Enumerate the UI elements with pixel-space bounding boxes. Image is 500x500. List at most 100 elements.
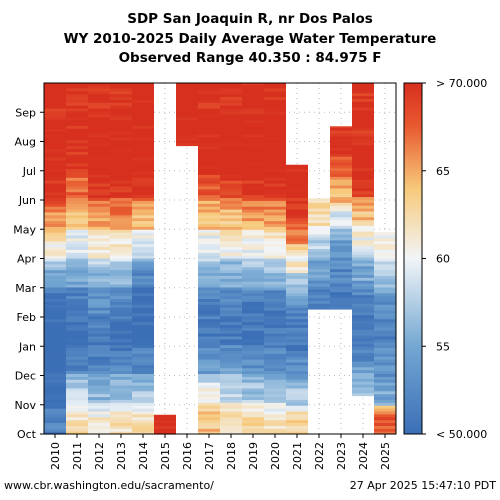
heatmap-cell-2024 [352,326,374,330]
heatmap-cell-2017 [198,249,220,253]
heatmap-cell-2023 [330,135,352,140]
heatmap-cell-2017 [198,142,220,147]
heatmap-cell-2019 [242,110,264,115]
heatmap-cell-2012 [88,154,110,158]
heatmap-cell-2011 [66,358,88,363]
heatmap-cell-2025 [374,341,396,346]
heatmap-cell-2023 [330,127,352,131]
heatmap-cell-2010 [44,373,66,377]
heatmap-cell-2019 [242,246,264,250]
heatmap-cell-2010 [44,358,66,363]
x-tick-label-2018: 2018 [225,442,238,470]
heatmap-cell-2010 [44,315,66,320]
heatmap-cell-2024 [352,173,374,177]
heatmap-cell-2012 [88,263,110,268]
heatmap-cell-2017 [198,358,220,363]
heatmap-cell-2024 [352,245,374,250]
heatmap-cell-2018 [220,413,242,418]
heatmap-cell-2024 [352,147,374,151]
heatmap-cell-2020 [264,393,286,398]
heatmap-cell-2024 [352,127,374,131]
heatmap-cell-2019 [242,344,264,349]
heatmap-cell-2013 [110,321,132,325]
heatmap-cell-2010 [44,390,66,395]
heatmap-cell-2019 [242,180,264,184]
heatmap-cell-2011 [66,99,88,103]
heatmap-cell-2016 [176,99,198,103]
heatmap-cell-2020 [264,234,286,239]
heatmap-cell-2024 [352,248,374,252]
heatmap-cell-2021 [286,165,308,170]
heatmap-cell-2011 [66,217,88,222]
heatmap-cell-2013 [110,327,132,331]
heatmap-cell-2025 [374,350,396,354]
heatmap-cell-2019 [242,116,264,121]
heatmap-cell-2017 [198,240,220,245]
heatmap-cell-2017 [198,159,220,164]
heatmap-cell-2012 [88,330,110,334]
heatmap-cell-2023 [330,268,352,273]
heatmap-cell-2017 [198,131,220,135]
heatmap-cell-2010 [44,157,66,161]
heatmap-cell-2021 [286,208,308,213]
heatmap-cell-2018 [220,344,242,349]
heatmap-cell-2012 [88,292,110,297]
heatmap-cell-2013 [110,298,132,302]
heatmap-cell-2010 [44,116,66,121]
heatmap-cell-2014 [132,133,154,138]
heatmap-cell-2011 [66,249,88,253]
heatmap-cell-2022 [308,274,330,278]
heatmap-cell-2017 [198,211,220,216]
heatmap-cell-2020 [264,402,286,406]
heatmap-cell-2025 [374,252,396,256]
heatmap-cell-2020 [264,165,286,170]
heatmap-cell-2018 [220,330,242,334]
heatmap-cell-2017 [198,408,220,412]
heatmap-cell-2024 [352,303,374,307]
heatmap-cell-2013 [110,318,132,323]
heatmap-cell-2013 [110,83,132,86]
heatmap-cell-2019 [242,157,264,161]
heatmap-cell-2024 [352,280,374,284]
heatmap-cell-2012 [88,286,110,291]
heatmap-cell-2014 [132,347,154,351]
heatmap-cell-2014 [132,405,154,409]
heatmap-cell-2011 [66,171,88,175]
heatmap-cell-2020 [264,136,286,141]
x-tick-label-2025: 2025 [379,442,392,470]
heatmap-cell-2024 [352,257,374,261]
heatmap-cell-2018 [220,367,242,372]
heatmap-cell-2024 [352,288,374,293]
heatmap-cell-2023 [330,254,352,258]
heatmap-cell-2013 [110,312,132,317]
heatmap-cell-2024 [352,205,374,209]
heatmap-cell-2025 [374,307,396,311]
heatmap-cell-2011 [66,122,88,126]
heatmap-cell-2010 [44,341,66,346]
heatmap-cell-2024 [352,242,374,247]
heatmap-cell-2014 [132,220,154,224]
heatmap-cell-2012 [88,145,110,149]
heatmap-cell-2014 [132,157,154,161]
heatmap-cell-2019 [242,197,264,201]
colorbar-tick-label: 55 [436,340,450,353]
heatmap-cell-2012 [88,116,110,121]
heatmap-cell-2024 [352,372,374,376]
colorbar-tick-label: 65 [436,165,450,178]
heatmap-cell-2021 [286,384,308,389]
heatmap-cell-2025 [374,295,396,300]
heatmap-cell-2023 [330,251,352,255]
heatmap-cell-2012 [88,125,110,129]
heatmap-cell-2012 [88,347,110,351]
heatmap-cell-2022 [308,198,330,200]
heatmap-cell-2020 [264,367,286,372]
heatmap-cell-2020 [264,197,286,201]
heatmap-cell-2010 [44,295,66,300]
heatmap-cell-2012 [88,396,110,400]
heatmap-cell-2020 [264,269,286,274]
heatmap-cell-2012 [88,283,110,288]
heatmap-cell-2023 [330,190,352,195]
heatmap-cell-2012 [88,133,110,138]
heatmap-cell-2021 [286,396,308,400]
heatmap-cell-2013 [110,399,132,403]
